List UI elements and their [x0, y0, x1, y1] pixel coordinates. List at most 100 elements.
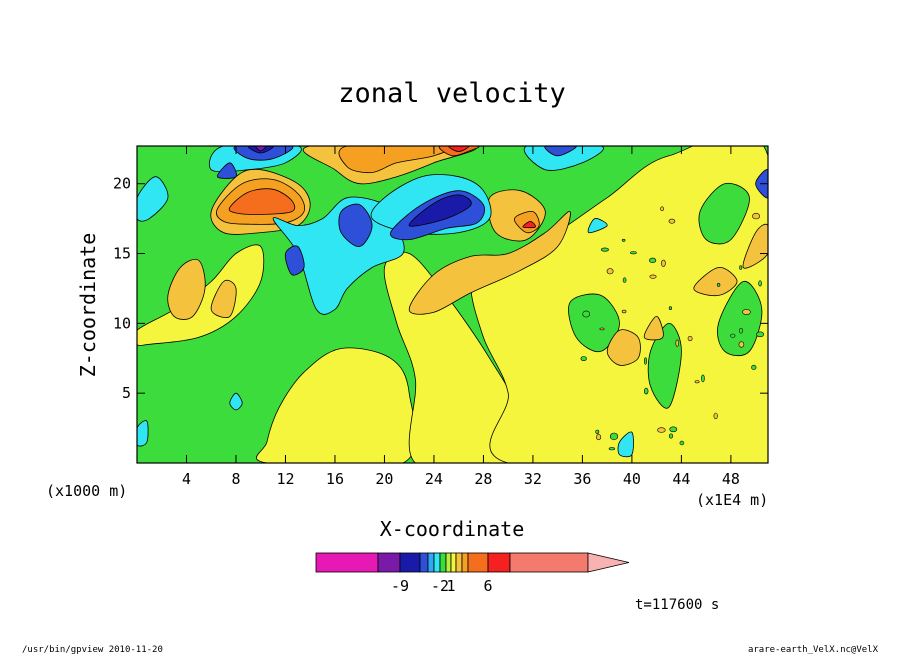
x-tick-label: 4 [182, 470, 191, 488]
contour-region-blue [338, 203, 373, 247]
colorbar-segment [439, 552, 447, 573]
contour-speckle [758, 280, 762, 287]
contour-speckle [716, 282, 721, 287]
contour-region-cyan [524, 146, 604, 171]
x-tick-label: 8 [231, 470, 240, 488]
contour-speckle [738, 327, 743, 334]
y-axis-label: Z-coordinate [76, 233, 100, 378]
contour-region-blue [216, 162, 237, 179]
contour-speckle [742, 309, 751, 315]
contour-region-orange-lt [408, 211, 571, 315]
x-tick-label: 40 [623, 470, 641, 488]
contour-speckle [661, 259, 666, 267]
y-tick-label: 20 [113, 175, 131, 193]
colorbar-segment [467, 552, 489, 573]
x-tick-label: 16 [326, 470, 344, 488]
contour-speckle [679, 440, 685, 446]
contour-speckle [609, 432, 619, 441]
contour-speckle [608, 447, 616, 451]
contour-region-red [522, 220, 537, 229]
contour-speckle [606, 268, 614, 275]
contour-speckle [599, 327, 605, 331]
contour-region-blue-dk [408, 194, 472, 227]
contour-speckle [595, 429, 600, 434]
colorbar-segment [377, 552, 401, 573]
colorbar-tick-label: -2 [431, 577, 449, 595]
contour-speckles [580, 206, 764, 451]
contour-region-green-in [647, 322, 682, 409]
contour-speckle [596, 434, 602, 441]
colorbar-tick-labels: -9 -21 6 [391, 577, 493, 595]
contour-speckle [751, 364, 757, 370]
contour-region-cyan [137, 176, 169, 222]
contour-region-yellow-main [470, 146, 768, 463]
contour-region-orange-lt [606, 329, 641, 366]
contour-speckle [694, 380, 700, 384]
x-unit-left: (x1000 m) [46, 482, 127, 500]
footer-right: arare-earth_VelX.nc@VelX [748, 645, 879, 654]
contour-region-orange-lt [167, 258, 206, 320]
plot-frame [136, 145, 769, 464]
x-tick-label: 48 [722, 470, 740, 488]
contour-speckle [657, 427, 666, 433]
contour-region-cyan [587, 218, 608, 234]
contour-region-green-in [698, 182, 750, 245]
contour-speckle [668, 218, 676, 224]
contour-region-cyan [229, 392, 243, 411]
contour-region-cyan [617, 431, 634, 458]
colorbar-segment [315, 552, 379, 573]
footer-left: /usr/bin/gpview 2010-11-20 [22, 645, 163, 654]
x-axis-label: X-coordinate [380, 517, 525, 541]
contour-region-orange-dk [228, 188, 296, 215]
contour-region-blue [233, 146, 294, 161]
x-tick-label: 32 [524, 470, 542, 488]
time-label: t=117600 s [635, 597, 719, 613]
colorbar-tick-label: 1 [446, 577, 455, 595]
colorbar [315, 552, 630, 573]
colorbar-segment [399, 552, 421, 573]
contour-speckle [668, 306, 673, 311]
contour-speckle [752, 212, 760, 220]
contour-speckle [687, 335, 693, 342]
colorbar-segment [461, 552, 469, 573]
contour-region-blue [284, 245, 305, 276]
chart-title: zonal velocity [338, 78, 566, 109]
contour-speckle [621, 238, 626, 242]
contour-speckle [621, 309, 627, 314]
x-unit-right: (x1E4 m) [696, 491, 768, 509]
x-tick-label: 20 [375, 470, 393, 488]
y-axis-ticks: 5 10 15 20 [113, 175, 768, 402]
contour-speckle [739, 265, 743, 270]
y-tick-label: 15 [113, 245, 131, 263]
contour-region-orange-lt [210, 279, 237, 318]
y-tick-label: 10 [113, 314, 131, 332]
contour-region-orange-lt [742, 223, 768, 269]
colorbar-segment [450, 552, 457, 573]
colorbar-tick-label: -9 [391, 577, 409, 595]
x-tick-label: 44 [672, 470, 690, 488]
contour-speckle [630, 251, 637, 255]
x-axis-ticks: 4 8 12 16 20 24 28 32 36 40 44 48 [182, 146, 740, 488]
contour-speckle [669, 426, 678, 433]
contour-region-purple [255, 146, 267, 152]
contour-speckle [756, 331, 764, 338]
contour-region-blue [544, 146, 577, 157]
contour-speckle [622, 277, 627, 283]
contour-speckle [668, 433, 674, 439]
colorbar-segment [487, 552, 511, 573]
contour-speckle [701, 374, 705, 383]
x-tick-label: 36 [573, 470, 591, 488]
contour-region-orange-lt [693, 267, 738, 297]
x-tick-label: 28 [474, 470, 492, 488]
colorbar-segment [427, 552, 435, 573]
contour-region-orange-lt [643, 315, 664, 341]
contour-speckle [600, 247, 609, 252]
contour-speckle [675, 339, 679, 347]
contour-speckle [738, 341, 745, 348]
colorbar-segment [455, 552, 463, 573]
colorbar-segment [419, 552, 429, 573]
colorbar-tick-label: 6 [483, 577, 492, 595]
contour-speckle [649, 274, 657, 279]
colorbar-segment [433, 552, 441, 573]
